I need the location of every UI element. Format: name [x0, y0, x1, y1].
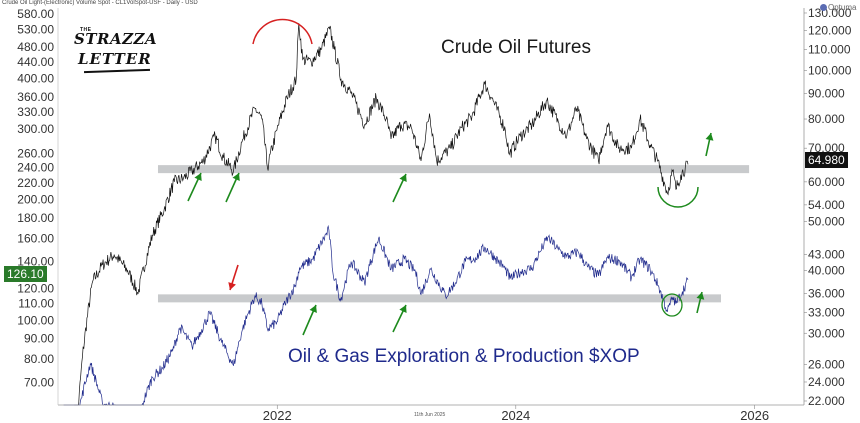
chart-caption: Crude Oil Light-(Electronic) Volume Spot… — [2, 0, 198, 6]
left-tick-label: 200.00 — [17, 192, 54, 206]
right-tick-label: 100.000 — [808, 63, 852, 77]
left-tick-label: 260.00 — [17, 147, 54, 161]
left-tick-label: 580.00 — [17, 7, 54, 21]
strazza-letter-logo: THE STRAZZA LETTER — [74, 26, 158, 78]
right-tick-label: 22.000 — [808, 394, 845, 408]
left-tick-label: 100.00 — [17, 313, 54, 327]
pen-icon — [83, 68, 151, 74]
right-tick-label: 120.000 — [808, 23, 852, 37]
left-tick-label: 300.00 — [17, 122, 54, 136]
xop-title: Oil & Gas Exploration & Production $XOP — [288, 346, 640, 367]
green-arc-icon — [657, 186, 699, 208]
left-tick-label: 400.00 — [17, 72, 54, 86]
green-arrow-icon-head — [232, 173, 240, 182]
optuma-logo-icon — [820, 4, 827, 11]
green-arrow-icon-head — [399, 174, 407, 183]
green-arrow-icon-head — [399, 305, 407, 314]
green-arrow-icon-head — [194, 173, 202, 182]
left-tick-label: 110.00 — [18, 297, 54, 311]
logo-line-2: LETTER — [78, 50, 152, 68]
left-tick-label: 530.00 — [17, 23, 54, 37]
optuma-brand: Optuma — [820, 3, 856, 12]
right-tick-label: 130.000 — [808, 6, 852, 20]
crude-title: Crude Oil Futures — [441, 37, 591, 58]
right-tick-label: 110.000 — [808, 42, 851, 56]
left-tick-label: 80.00 — [24, 352, 54, 366]
xop-last-value: 126.10 — [4, 266, 47, 282]
right-tick-label: 40.000 — [808, 263, 845, 277]
left-tick-label: 140.00 — [17, 255, 54, 269]
green-arrow-icon — [302, 304, 317, 336]
x-tick-label: 2026 — [740, 408, 769, 423]
date-footer: 11th Jun 2025 — [414, 412, 446, 418]
right-tick-label: 54.000 — [808, 198, 845, 212]
green-arrow-icon-head — [696, 292, 705, 300]
right-tick-label: 90.000 — [808, 86, 845, 100]
annotations — [187, 18, 714, 336]
support-band-crude — [157, 165, 750, 174]
crude-price-line — [74, 23, 689, 406]
right-tick-label: 24.000 — [808, 375, 845, 389]
logo-line-1: STRAZZA — [74, 30, 158, 48]
right-tick-label: 80.000 — [808, 112, 845, 126]
left-tick-label: 70.00 — [24, 375, 54, 389]
green-arrow-icon — [705, 132, 714, 157]
right-tick-label: 33.000 — [808, 305, 845, 319]
red-arrow-icon-head — [228, 282, 236, 290]
right-tick-label: 70.000 — [808, 141, 845, 155]
red-arc-icon — [252, 18, 313, 45]
green-arrow-icon — [187, 172, 202, 202]
green-arrow-icon-head — [309, 305, 317, 314]
green-arrow-icon-head — [705, 133, 714, 141]
green-arrow-icon — [696, 291, 705, 314]
left-tick-label: 360.00 — [17, 90, 54, 104]
green-arrow-icon — [392, 304, 407, 333]
left-tick-label: 330.00 — [17, 105, 54, 119]
green-arrow-icon — [392, 173, 407, 203]
right-tick-label: 50.000 — [808, 215, 845, 229]
left-tick-label: 440.00 — [17, 55, 54, 69]
price-lines — [63, 23, 689, 406]
brand-label: Optuma — [828, 3, 857, 12]
logo-the: THE — [80, 27, 92, 33]
left-tick-label: 240.00 — [17, 161, 54, 175]
left-tick-label: 220.00 — [17, 176, 54, 190]
support-band-xop — [157, 294, 722, 303]
right-tick-label: 43.000 — [808, 248, 845, 262]
crude-last-value: 64.980 — [805, 152, 848, 168]
xop-price-line — [63, 224, 689, 406]
green-circle-icon — [661, 293, 683, 317]
left-tick-label: 160.00 — [17, 231, 54, 245]
right-tick-label: 36.000 — [808, 286, 845, 300]
right-tick-label: 26.000 — [808, 358, 845, 372]
chart-axes: 22.000 24.000 26.000 30.000 33.000 36.000 40.0… — [17, 6, 851, 423]
left-tick-label: 120.00 — [17, 281, 54, 295]
support-bands — [157, 165, 750, 303]
left-tick-label: 480.00 — [17, 40, 54, 54]
left-tick-label: 180.00 — [17, 211, 54, 225]
green-arrow-icon — [225, 172, 240, 203]
left-tick-label: 90.00 — [24, 332, 54, 346]
x-tick-label: 2022 — [263, 408, 292, 423]
right-tick-label: 60.000 — [808, 175, 845, 189]
right-tick-label: 30.000 — [808, 326, 845, 340]
x-tick-label: 2024 — [501, 408, 530, 423]
red-arrow-icon — [228, 264, 239, 291]
